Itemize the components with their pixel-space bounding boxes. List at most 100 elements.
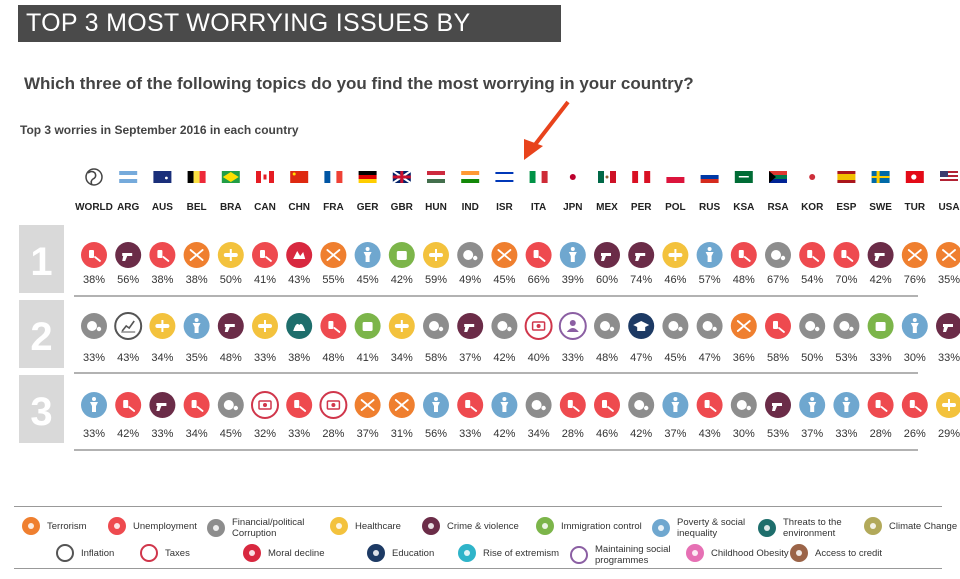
value-label: 33% bbox=[835, 428, 857, 440]
flag-icon-bel bbox=[187, 171, 206, 183]
value-label: 28% bbox=[322, 428, 344, 440]
value-label: 42% bbox=[391, 274, 413, 286]
healthcare-icon bbox=[330, 517, 348, 535]
value-label: 60% bbox=[596, 274, 618, 286]
flag-icon-mex bbox=[598, 171, 616, 183]
country-label: KSA bbox=[733, 202, 754, 213]
crime-icon bbox=[217, 313, 244, 339]
terrorism-icon bbox=[320, 242, 347, 268]
country-label: CHN bbox=[288, 202, 310, 213]
immigration-icon bbox=[354, 313, 381, 339]
crime-icon bbox=[422, 517, 440, 535]
legend-label: Education bbox=[392, 547, 435, 559]
value-label: 45% bbox=[664, 352, 686, 364]
legend-label: Threats to the environment bbox=[783, 517, 842, 539]
country-label: FRA bbox=[323, 202, 344, 213]
country-label: SWE bbox=[869, 202, 892, 213]
financial-icon bbox=[765, 242, 791, 268]
legend-label: Healthcare bbox=[355, 520, 401, 532]
poverty-icon bbox=[662, 392, 689, 418]
legend-item-financial: Financial/political Corruption bbox=[207, 517, 316, 539]
flag-icon-gbr bbox=[392, 170, 412, 184]
country-label: USA bbox=[938, 202, 959, 213]
crime-icon bbox=[867, 242, 894, 268]
financial-icon bbox=[457, 242, 484, 268]
terrorism-icon bbox=[388, 392, 415, 418]
country-label: BRA bbox=[220, 202, 242, 213]
legend-label: Maintaining social programmes bbox=[595, 544, 671, 566]
value-label: 33% bbox=[151, 428, 173, 440]
country-label: AUS bbox=[152, 202, 173, 213]
flag-icon-ita bbox=[529, 171, 548, 183]
unemployment-icon bbox=[525, 242, 552, 268]
value-label: 45% bbox=[220, 428, 242, 440]
value-label: 33% bbox=[938, 352, 960, 364]
country-label: ESP bbox=[836, 202, 856, 213]
value-label: 38% bbox=[186, 274, 208, 286]
flag-icon-usa bbox=[940, 171, 958, 183]
country-label: MEX bbox=[596, 202, 618, 213]
financial-icon bbox=[628, 392, 655, 418]
legend-item-extremism: Rise of extremism bbox=[458, 544, 559, 562]
legend-label: Climate Change bbox=[889, 520, 958, 532]
flag-icon-pol bbox=[666, 171, 685, 183]
value-label: 47% bbox=[630, 352, 652, 364]
value-label: 45% bbox=[357, 274, 379, 286]
flag-icon-world bbox=[85, 168, 103, 186]
page-title: TOP 3 MOST WORRYING ISSUES BY COUNTRY bbox=[18, 5, 561, 74]
value-label: 42% bbox=[630, 428, 652, 440]
flag-icon-fra bbox=[324, 171, 343, 183]
value-label: 33% bbox=[288, 428, 310, 440]
flag-icon-bra bbox=[221, 171, 240, 183]
flag-icon-hun bbox=[427, 171, 445, 183]
chart-subtitle: Top 3 worries in September 2016 in each … bbox=[20, 123, 299, 137]
unemployment-icon bbox=[833, 242, 860, 268]
legend-label: Poverty & social inequality bbox=[677, 517, 746, 539]
rank-box-3: 3 bbox=[19, 375, 64, 443]
financial-icon bbox=[81, 313, 107, 339]
unemployment-icon bbox=[867, 392, 894, 418]
value-label: 41% bbox=[357, 352, 379, 364]
unemployment-icon bbox=[559, 392, 586, 418]
legend-label: Childhood Obesity bbox=[711, 547, 789, 559]
country-label: WORLD bbox=[75, 202, 113, 213]
terrorism-icon bbox=[901, 242, 928, 268]
value-label: 30% bbox=[733, 428, 755, 440]
taxes-icon bbox=[140, 544, 158, 562]
value-label: 47% bbox=[699, 352, 721, 364]
unemployment-icon bbox=[901, 392, 928, 418]
poverty-icon bbox=[799, 392, 826, 418]
unemployment-icon bbox=[799, 242, 826, 268]
terrorism-icon bbox=[22, 517, 40, 535]
financial-icon bbox=[207, 519, 225, 537]
rank-box-2: 2 bbox=[19, 300, 64, 368]
value-label: 53% bbox=[767, 428, 789, 440]
value-label: 74% bbox=[630, 274, 652, 286]
legend-item-credit: Access to credit bbox=[790, 544, 882, 562]
country-label: IND bbox=[462, 202, 479, 213]
value-label: 43% bbox=[117, 352, 139, 364]
legend-item-immigration: Immigration control bbox=[536, 517, 645, 535]
value-label: 56% bbox=[425, 428, 447, 440]
unemployment-icon bbox=[108, 517, 126, 535]
value-label: 43% bbox=[699, 428, 721, 440]
flag-icon-can bbox=[256, 171, 274, 183]
crime-icon bbox=[115, 242, 142, 268]
value-label: 37% bbox=[664, 428, 686, 440]
value-label: 38% bbox=[288, 352, 310, 364]
inflation-icon bbox=[56, 544, 74, 562]
value-label: 37% bbox=[801, 428, 823, 440]
value-label: 58% bbox=[425, 352, 447, 364]
value-label: 42% bbox=[493, 428, 515, 440]
value-label: 40% bbox=[528, 352, 550, 364]
value-label: 35% bbox=[186, 352, 208, 364]
flag-icon-swe bbox=[871, 171, 890, 183]
value-label: 48% bbox=[220, 352, 242, 364]
rank-number: 1 bbox=[30, 240, 52, 284]
value-label: 26% bbox=[904, 428, 926, 440]
healthcare-icon bbox=[149, 313, 176, 339]
extremism-icon bbox=[458, 544, 476, 562]
country-label: TUR bbox=[905, 202, 926, 213]
moral-icon bbox=[243, 544, 261, 562]
